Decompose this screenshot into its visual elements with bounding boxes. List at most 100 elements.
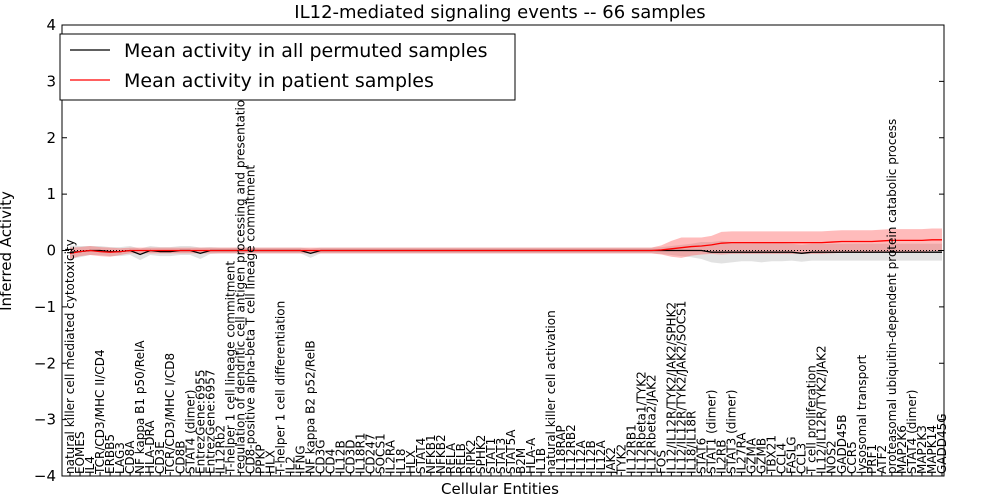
y-tick-label: 2 xyxy=(46,129,56,147)
category-label: IL12B xyxy=(334,440,348,474)
category-label: NFKB1 xyxy=(424,434,438,474)
category-label: IL12/IL12R/TYK2/JAK2/SPHK2 xyxy=(664,302,678,474)
category-label: IL2RB xyxy=(714,440,728,474)
category-label: STAT4 xyxy=(414,438,428,474)
category-label: IL18R1 xyxy=(354,433,368,474)
category-label: IL12Rbeta1/TYK2 xyxy=(634,371,648,474)
category-label: natural killer cell mediated cytotoxicit… xyxy=(63,239,77,474)
category-label: STAT5A xyxy=(504,429,518,474)
category-label: B2M xyxy=(514,448,528,474)
category-label: CD247 xyxy=(364,433,378,474)
category-label: IL12/IL12R/TYK2/JAK2/SOCS1 xyxy=(674,301,688,474)
category-label: GADD45B xyxy=(835,415,849,475)
category-label: SOCS1 xyxy=(374,433,388,474)
category-label: NF kappa B1 p50/RelA xyxy=(133,340,147,474)
category-label: STAT1 xyxy=(484,438,498,474)
category-label: ATF2 xyxy=(875,445,889,474)
category-label: FASLG xyxy=(785,436,799,474)
category-label: IL12/IL12R/TYK2/JAK2 xyxy=(815,345,829,474)
category-label: TYK2 xyxy=(614,444,628,475)
y-tick-label: 1 xyxy=(46,185,56,203)
y-tick-label: −2 xyxy=(34,354,56,372)
category-label: EntrezGene:6955 xyxy=(193,370,207,475)
category-label: SPHK2 xyxy=(474,435,488,474)
category-label: natural killer cell activation xyxy=(544,310,558,474)
legend: Mean activity in all permuted samples Me… xyxy=(59,33,516,101)
category-label: CD8A xyxy=(123,440,137,474)
category-label: IL12Rb2 xyxy=(213,425,227,474)
y-tick-label: 3 xyxy=(46,72,56,90)
band-permuted xyxy=(70,240,942,264)
category-label: STAT3 xyxy=(494,438,508,474)
category-label: proteasomal ubiquitin-dependent protein … xyxy=(885,119,899,474)
x-axis-label: Cellular Entities xyxy=(441,480,559,498)
category-label: JAK2 xyxy=(604,447,618,475)
category-label: CD3G xyxy=(314,439,328,474)
category-label: T cell proliferation xyxy=(805,365,819,475)
category-label: IL4 xyxy=(83,456,97,474)
category-label: IL12RB1 xyxy=(624,424,638,474)
category-label: IL18/IL18R xyxy=(684,411,698,474)
category-label: IL2RA xyxy=(384,439,398,474)
legend-entry-patient: Mean activity in patient samples xyxy=(124,70,434,92)
category-label: IL12A xyxy=(594,440,608,474)
category-label: CD3E xyxy=(153,441,167,474)
category-label: IL1B xyxy=(534,448,548,474)
category-label: STAT4 (dimer) xyxy=(183,390,197,474)
legend-entry-permuted: Mean activity in all permuted samples xyxy=(124,40,487,62)
category-label: TBX21 xyxy=(765,435,779,475)
category-label: MAP2K3 xyxy=(915,425,929,474)
category-label: CD3D xyxy=(344,440,358,475)
category-label: IFNG xyxy=(294,445,308,474)
category-label: CD4 xyxy=(324,449,338,474)
y-tick-label: −1 xyxy=(34,298,56,316)
category-label: CD8-positive alpha-beta T cell lineage c… xyxy=(243,165,257,474)
category-label: NOS2 xyxy=(825,440,839,474)
category-label: IL27RA xyxy=(735,432,749,474)
legend-box xyxy=(59,33,516,101)
category-label: EOMES xyxy=(73,431,87,474)
category-label: IL12A xyxy=(574,440,588,474)
band-patient xyxy=(70,228,942,259)
category-label: RELB xyxy=(454,443,468,474)
category-label: IL2 xyxy=(284,456,298,474)
y-axis-label: Inferred Activity xyxy=(0,191,15,311)
category-label: HLA-A xyxy=(524,437,538,474)
category-label: GZMB xyxy=(755,438,769,474)
category-label: TCR/CD3/MHC I/CD8 xyxy=(163,353,177,475)
category-label: HLX xyxy=(404,450,418,474)
y-tick-label: 4 xyxy=(46,16,56,34)
category-label: T-helper 1 cell differentiation xyxy=(273,301,287,475)
category-label: NF kappa B2 p52/RelB xyxy=(304,340,318,474)
category-label: STAT3 (dimer) xyxy=(725,390,739,474)
category-label: CCL3 xyxy=(795,443,809,474)
category-label: LAG3 xyxy=(113,442,127,474)
category-label: lysosomal transport xyxy=(855,354,869,474)
category-label: IL18 xyxy=(394,449,408,475)
chart-title: IL12-mediated signaling events -- 66 sam… xyxy=(294,2,705,23)
category-label: RIPK2 xyxy=(464,439,478,474)
category-label: HLA-DRA xyxy=(143,420,157,474)
category-label: T-helper 1 cell lineage commitment xyxy=(223,261,237,475)
category-label: STAT1 (dimer) xyxy=(704,390,718,474)
category-label: IL12RB2 xyxy=(564,424,578,474)
category-label: EntrezGene:6957 xyxy=(203,370,217,475)
category-label: STAT6 xyxy=(694,438,708,474)
y-tick-label: −4 xyxy=(34,467,56,485)
category-label: NFKB2 xyxy=(434,434,448,474)
category-label: GADD45G xyxy=(935,413,949,474)
category-label: IL12Rbeta2/JAK2 xyxy=(644,374,658,474)
category-label: RELA xyxy=(444,442,458,474)
category-label: ERBB5 xyxy=(103,434,117,474)
category-label: IL18RAP xyxy=(554,425,568,474)
category-label: MAPK14 xyxy=(925,425,939,474)
category-label: TCR/CD3/MHC II/CD4 xyxy=(93,349,107,475)
category-label: regulation of dendritic cell antigen pro… xyxy=(233,92,247,474)
category-label: IL12B xyxy=(584,440,598,474)
category-label: CCR5 xyxy=(845,441,859,474)
category-label: PRF1 xyxy=(865,444,879,474)
category-label: FOS xyxy=(654,450,668,474)
y-tick-label: 0 xyxy=(46,242,56,260)
y-tick-label: −3 xyxy=(34,411,56,429)
